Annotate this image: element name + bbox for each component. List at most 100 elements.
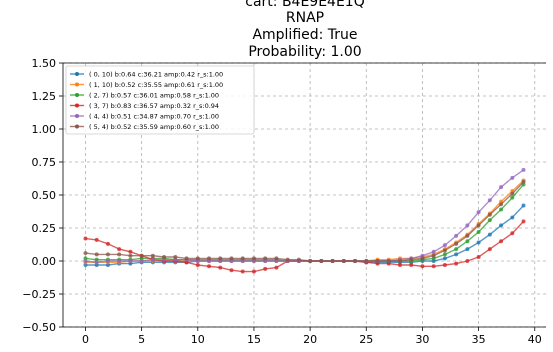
data-point	[319, 259, 324, 263]
data-point	[487, 218, 492, 223]
data-point	[94, 252, 99, 257]
data-point	[420, 264, 425, 269]
data-point	[454, 241, 459, 246]
data-point	[94, 237, 99, 242]
data-point	[308, 259, 313, 263]
data-point	[139, 259, 144, 263]
data-point	[195, 262, 200, 267]
x-tick-label: 15	[247, 333, 261, 346]
data-point	[251, 256, 256, 261]
data-point	[510, 195, 515, 200]
data-point	[251, 269, 256, 274]
data-point	[397, 262, 402, 267]
legend-item: ( 4, 4) b:0.51 c:34.87 amp:0.70 r_s:1.00	[70, 112, 219, 120]
data-point	[499, 223, 504, 228]
data-point	[442, 248, 447, 253]
data-point	[218, 256, 223, 261]
data-point	[499, 239, 504, 244]
data-point	[274, 256, 279, 261]
legend-item: ( 0, 10) b:0.64 c:36.21 amp:0.42 r_s:1.0…	[70, 70, 223, 78]
legend-label: ( 3, 7) b:0.83 c:36.57 amp:0.32 r_s:0.94	[89, 102, 219, 110]
chart-title-line-3: Probability: 1.00	[248, 44, 361, 60]
data-point	[420, 256, 425, 261]
data-point	[476, 229, 481, 234]
legend-label: ( 2, 7) b:0.57 c:36.01 amp:0.58 r_s:1.00	[89, 91, 219, 99]
data-point	[207, 256, 212, 261]
chart-title-cut-line: cart: B4E9E4E1Q	[245, 0, 364, 10]
data-point	[83, 251, 88, 256]
data-point	[240, 269, 245, 274]
legend-item: ( 1, 10) b:0.52 c:35.55 amp:0.61 r_s:1.0…	[70, 81, 223, 89]
data-point	[240, 256, 245, 261]
data-point	[442, 256, 447, 261]
data-point	[263, 266, 268, 271]
data-point	[162, 255, 167, 260]
legend-box	[65, 65, 255, 135]
data-point	[139, 253, 144, 258]
y-tick-label: −0.50	[22, 321, 56, 334]
data-point	[476, 223, 481, 228]
data-point	[409, 257, 414, 262]
legend-item: ( 5, 4) b:0.52 c:35.59 amp:0.60 r_s:1.00	[70, 123, 219, 131]
y-tick-label: 0.75	[32, 156, 57, 169]
ticks: 0 5 10 15 20 25 30 35 40 −0.50 −0.25 0.00 0.25 0.50 0.…	[22, 57, 541, 346]
data-point	[105, 259, 110, 263]
legend-swatch-marker	[75, 82, 79, 87]
legend-label: ( 4, 4) b:0.51 c:34.87 amp:0.70 r_s:1.00	[89, 112, 219, 120]
y-tick-label: 1.25	[32, 90, 57, 103]
x-tick-label: 0	[82, 333, 89, 346]
data-point	[454, 261, 459, 266]
legend-swatch-marker	[75, 103, 79, 108]
data-point	[487, 232, 492, 237]
data-point	[465, 239, 470, 244]
legend-swatch-marker	[75, 124, 79, 129]
data-point	[510, 175, 515, 180]
data-point	[409, 262, 414, 267]
x-tick-label: 25	[359, 333, 373, 346]
series-5	[83, 179, 526, 263]
chart-title-line-2: Amplified: True	[252, 27, 357, 43]
data-point	[341, 259, 346, 263]
data-point	[476, 210, 481, 215]
data-point	[375, 259, 380, 263]
legend: ( 0, 10) b:0.64 c:36.21 amp:0.42 r_s:1.0…	[65, 65, 255, 135]
x-tick-label: 30	[415, 333, 429, 346]
data-point	[184, 256, 189, 261]
legend-label: ( 5, 4) b:0.52 c:35.59 amp:0.60 r_s:1.00	[89, 123, 219, 131]
y-tick-label: −0.25	[22, 288, 56, 301]
legend-swatch-marker	[75, 114, 79, 118]
data-point	[499, 207, 504, 212]
chart-title-line-1: RNAP	[286, 10, 324, 26]
y-tick-label: 0.00	[32, 255, 57, 268]
x-tick-label: 35	[472, 333, 486, 346]
data-point	[105, 252, 110, 257]
data-point	[128, 253, 133, 258]
data-point	[465, 259, 470, 263]
data-point	[229, 256, 234, 261]
data-point	[476, 240, 481, 245]
data-point	[83, 236, 88, 241]
data-point	[128, 249, 133, 254]
data-point	[364, 259, 369, 263]
legend-label: ( 0, 10) b:0.64 c:36.21 amp:0.42 r_s:1.0…	[89, 70, 223, 78]
grid	[63, 62, 546, 328]
data-point	[521, 219, 526, 224]
data-point	[510, 215, 515, 220]
data-point	[487, 198, 492, 203]
data-point	[510, 191, 515, 196]
data-point	[386, 259, 391, 263]
data-point	[397, 259, 402, 263]
x-tick-label: 20	[303, 333, 317, 346]
data-point	[207, 264, 212, 269]
x-tick-label: 40	[528, 333, 542, 346]
data-point	[454, 247, 459, 252]
legend-swatch-marker	[75, 72, 79, 76]
legend-label: ( 1, 10) b:0.52 c:35.55 amp:0.61 r_s:1.0…	[89, 81, 223, 89]
x-tick-label: 5	[138, 333, 145, 346]
data-point	[431, 253, 436, 258]
data-point	[353, 259, 358, 263]
data-point	[521, 203, 526, 208]
data-point	[465, 247, 470, 252]
data-point	[117, 247, 122, 252]
